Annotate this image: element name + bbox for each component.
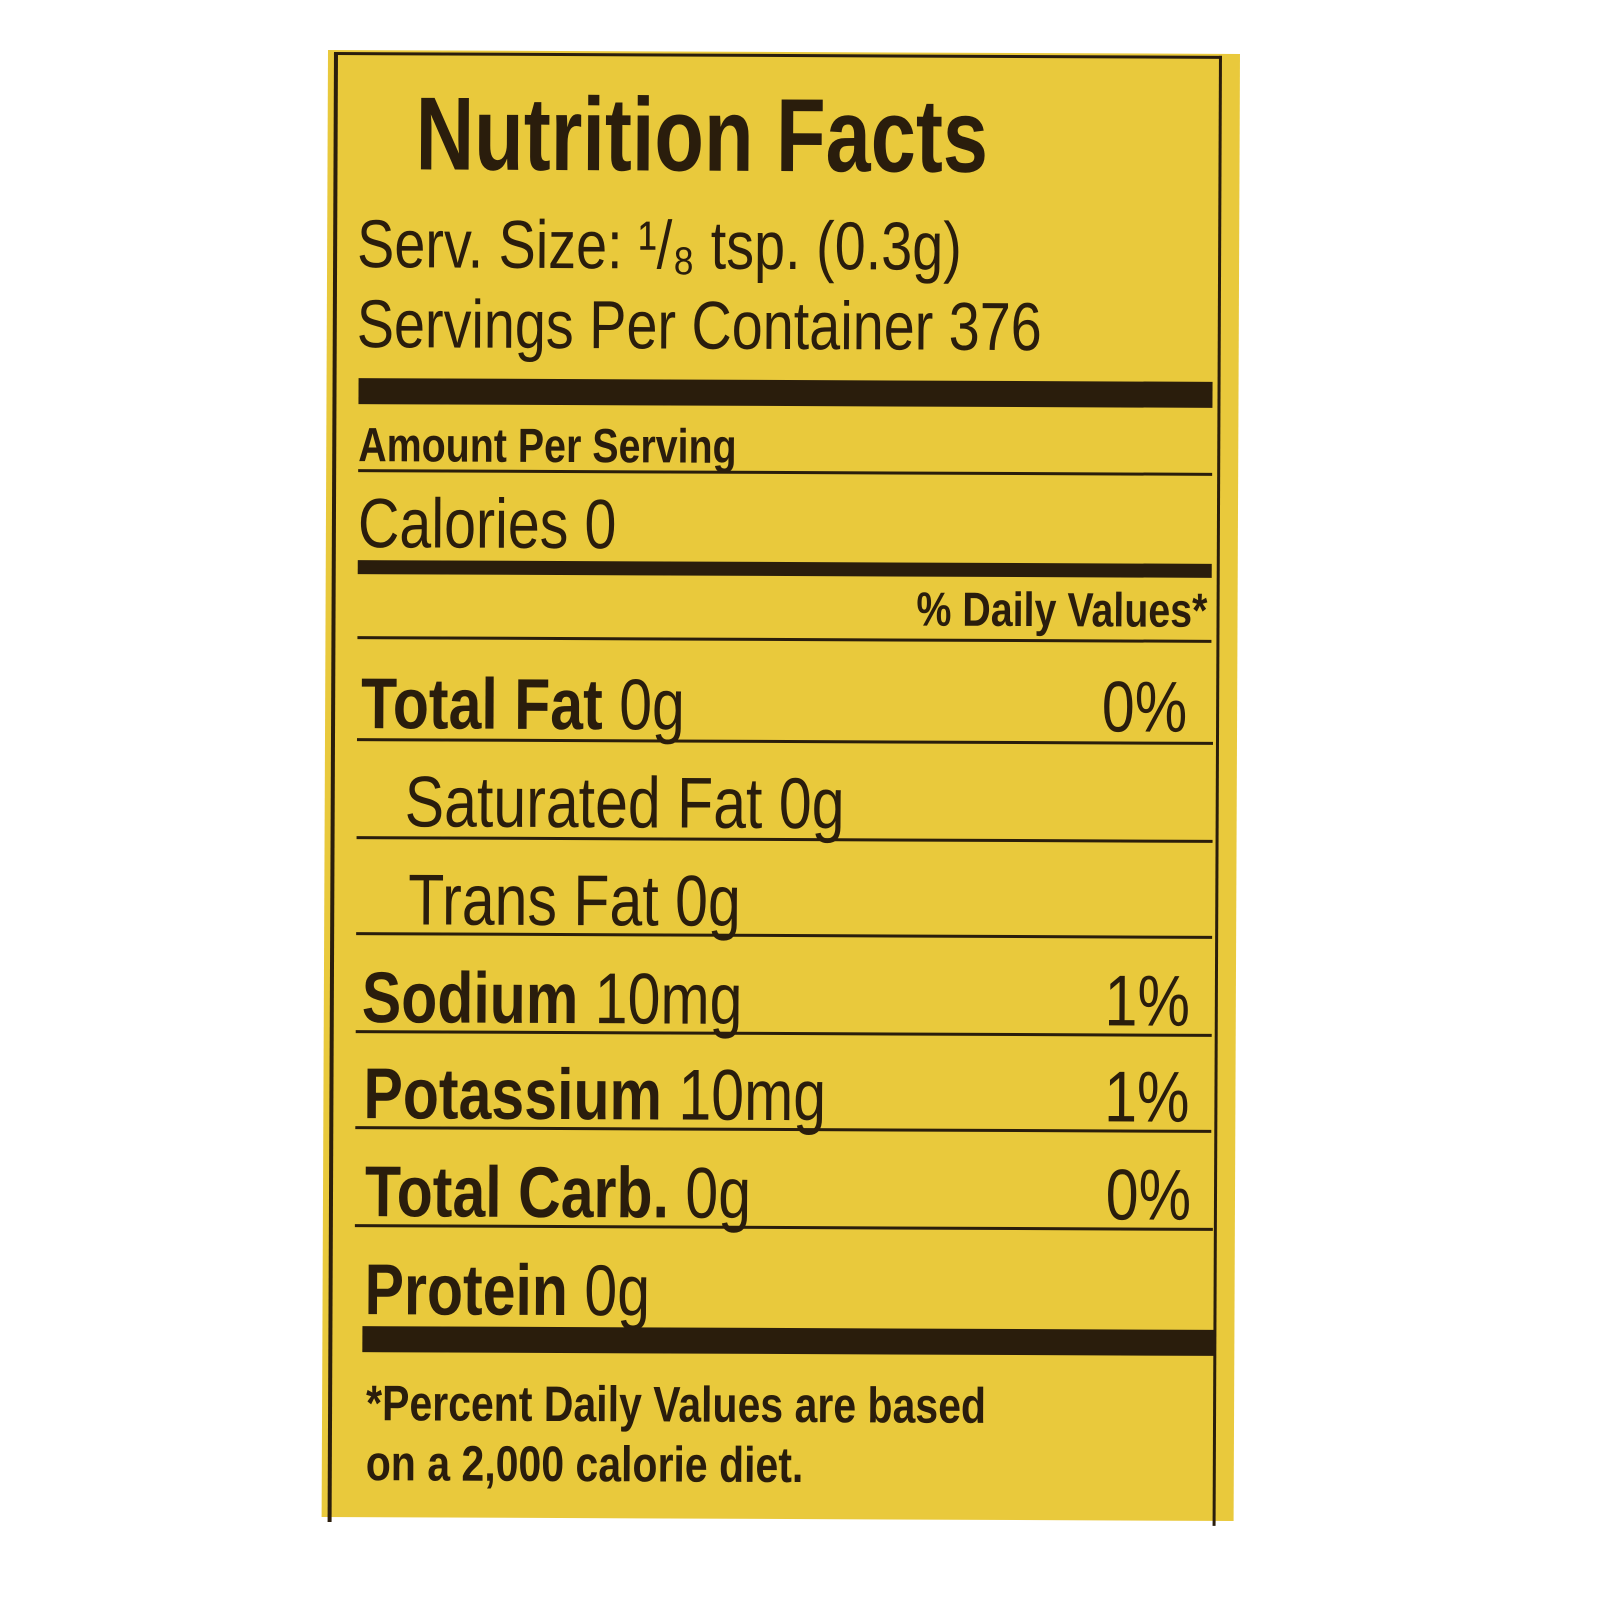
- nutrient-sodium: Sodium 10mg: [361, 958, 743, 1040]
- footnote-line-1: *Percent Daily Values are based: [365, 1375, 987, 1434]
- calories: Calories 0: [357, 484, 617, 564]
- nutrient-potassium: Potassium 10mg: [363, 1054, 827, 1137]
- amount-per-serving: Amount Per Serving: [358, 419, 737, 474]
- serving-size: Serv. Size: ¹/₈ tsp. (0.3g): [356, 206, 962, 285]
- thick-divider: [358, 378, 1213, 408]
- thick-divider: [362, 1326, 1215, 1356]
- nutrient-total-carb: Total Carb. 0g: [364, 1152, 752, 1234]
- servings-per-container: Servings Per Container 376: [356, 286, 1042, 366]
- dv-potassium: 1%: [1103, 1057, 1190, 1138]
- nutrient-saturated-fat: Saturated Fat 0g: [404, 762, 845, 845]
- footnote-line-2: on a 2,000 calorie diet.: [365, 1435, 804, 1494]
- dv-total-carb: 0%: [1105, 1155, 1192, 1236]
- nutrient-trans-fat: Trans Fat 0g: [408, 860, 741, 942]
- dv-sodium: 1%: [1104, 961, 1191, 1042]
- daily-values-header: % Daily Values*: [916, 583, 1208, 638]
- dv-total-fat: 0%: [1101, 667, 1188, 748]
- nutrient-total-fat: Total Fat 0g: [360, 664, 686, 746]
- nutrient-protein: Protein 0g: [364, 1250, 651, 1332]
- nutrition-label: Nutrition Facts Serv. Size: ¹/₈ tsp. (0.…: [321, 50, 1240, 1526]
- label-title: Nutrition Facts: [415, 76, 989, 195]
